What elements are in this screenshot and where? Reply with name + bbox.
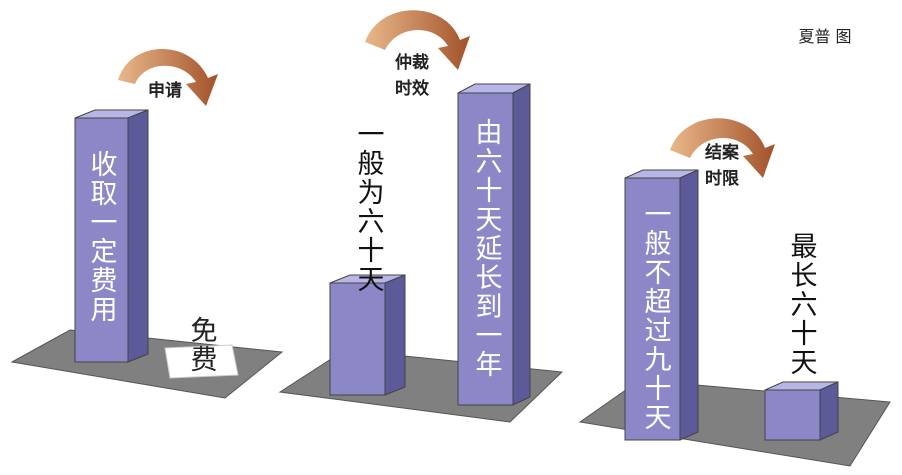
bar	[764, 389, 821, 441]
stage-label: 时限	[705, 169, 739, 189]
bar-side	[512, 83, 531, 406]
bar-text: 由六十天延长到一年	[471, 118, 503, 379]
stage-label: 仲裁	[395, 52, 429, 73]
arrow	[670, 118, 775, 178]
bar-text: 免费	[186, 316, 217, 374]
bar-text: 最长六十天	[786, 232, 817, 377]
bar	[74, 117, 129, 363]
bar-text: 收取一定费用	[86, 150, 118, 324]
group-limitation: 一般为六十天 由六十天延长到一年 仲裁 时效	[278, 10, 564, 423]
bar-text: 一般不超过九十天	[640, 200, 672, 432]
stage-label: 申请	[148, 80, 182, 101]
bar	[329, 282, 386, 396]
arrow	[365, 10, 470, 71]
bar-side	[679, 169, 699, 441]
empty-square	[164, 344, 239, 379]
bar-side	[127, 109, 149, 363]
group-apply: 收取一定费用 免费 申请	[10, 48, 284, 399]
bar-text: 一般为六十天	[353, 120, 384, 294]
credit: 夏普 图	[798, 27, 851, 46]
bar-side	[819, 381, 839, 441]
stage-label: 时效	[395, 78, 429, 99]
bar	[624, 177, 681, 441]
arrow	[118, 48, 218, 106]
bar-side	[384, 274, 406, 396]
stage-label: 结案	[705, 142, 740, 163]
bar	[457, 92, 514, 406]
group-closing: 一般不超过九十天 最长六十天 结案 时限	[578, 118, 891, 467]
